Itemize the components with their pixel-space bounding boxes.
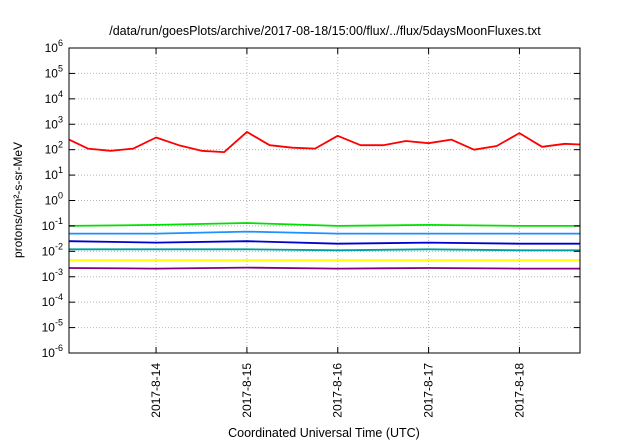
x-tick-label: 2017-8-14 bbox=[149, 363, 163, 418]
series-line bbox=[69, 248, 580, 252]
x-tick-label: 2017-8-16 bbox=[331, 363, 345, 418]
series-line bbox=[68, 222, 580, 227]
data-series bbox=[68, 130, 581, 270]
gridlines bbox=[69, 48, 580, 353]
series-line bbox=[68, 130, 581, 154]
series-line bbox=[68, 266, 580, 270]
y-tick-label: 10-1 bbox=[42, 216, 63, 233]
y-tick-label: 10-6 bbox=[42, 343, 63, 360]
y-tick-label: 102 bbox=[45, 140, 63, 157]
x-tick-label: 2017-8-17 bbox=[422, 363, 436, 418]
y-tick-label: 101 bbox=[45, 165, 63, 182]
y-tick-label: 106 bbox=[45, 38, 63, 55]
x-tick-label: 2017-8-18 bbox=[512, 363, 526, 418]
x-tick-label: 2017-8-15 bbox=[240, 363, 254, 418]
x-axis: 2017-8-14 2017-8-15 2017-8-16 2017-8-17 2017… bbox=[149, 48, 526, 418]
y-tick-label: 10-5 bbox=[42, 318, 63, 335]
y-tick-label: 10-4 bbox=[42, 292, 63, 309]
y-tick-label: 105 bbox=[45, 63, 63, 80]
y-axis-label: protons/cm²-s-sr-MeV bbox=[11, 142, 25, 258]
y-tick-label: 100 bbox=[45, 191, 63, 208]
chart-title: /data/run/goesPlots/archive/2017-08-18/1… bbox=[109, 24, 541, 38]
series-line bbox=[68, 240, 580, 245]
x-axis-label: Coordinated Universal Time (UTC) bbox=[228, 426, 420, 440]
y-tick-label: 10-3 bbox=[42, 267, 63, 284]
y-axis: 10-6 10-5 10-4 10-3 10-2 10-1 100 101 102 103 104 1… bbox=[42, 38, 580, 360]
y-tick-label: 10-2 bbox=[42, 241, 63, 258]
y-tick-label: 104 bbox=[45, 89, 63, 106]
y-tick-label: 103 bbox=[45, 114, 63, 131]
series-line bbox=[69, 230, 580, 235]
